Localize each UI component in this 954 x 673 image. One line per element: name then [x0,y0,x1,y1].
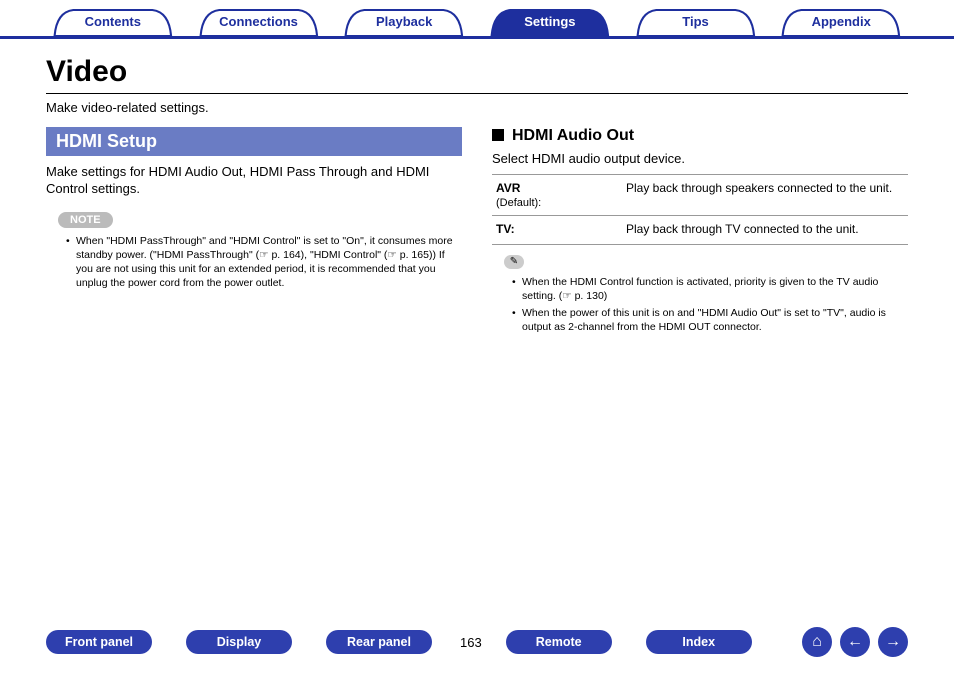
tab-contents[interactable]: Contents [40,8,186,36]
left-column: HDMI Setup Make settings for HDMI Audio … [46,127,462,337]
prev-button[interactable]: ← [840,627,870,657]
note-item: When "HDMI PassThrough" and "HDMI Contro… [66,234,462,291]
rear-panel-button[interactable]: Rear panel [326,630,432,654]
hdmi-setup-bar: HDMI Setup [46,127,462,156]
page-body: Video Make video-related settings. HDMI … [0,39,954,337]
note-list: When "HDMI PassThrough" and "HDMI Contro… [46,234,462,291]
next-button[interactable]: → [878,627,908,657]
front-panel-button[interactable]: Front panel [46,630,152,654]
hdmi-audio-out-heading: HDMI Audio Out [492,127,908,145]
hdmi-setup-desc: Make settings for HDMI Audio Out, HDMI P… [46,164,462,198]
heading-text: HDMI Audio Out [512,127,634,144]
page-number: 163 [460,635,482,650]
note-badge: NOTE [58,212,113,228]
option-row: TV:Play back through TV connected to the… [492,216,908,245]
bottom-bar: Front panel Display Rear panel 163 Remote I… [0,627,954,657]
index-button[interactable]: Index [646,630,752,654]
options-table: AVR(Default):Play back through speakers … [492,174,908,245]
tab-tips[interactable]: Tips [623,8,769,36]
tip-icon: ✎ [504,255,524,269]
tab-appendix[interactable]: Appendix [768,8,914,36]
hdmi-audio-out-intro: Select HDMI audio output device. [492,151,908,166]
option-key: TV: [496,222,626,238]
option-row: AVR(Default):Play back through speakers … [492,175,908,216]
option-key: AVR(Default): [496,181,626,209]
page-intro: Make video-related settings. [46,100,908,115]
display-button[interactable]: Display [186,630,292,654]
columns: HDMI Setup Make settings for HDMI Audio … [46,127,908,337]
page-title: Video [46,55,908,89]
home-button[interactable]: ⌂ [802,627,832,657]
remote-button[interactable]: Remote [506,630,612,654]
square-bullet-icon [492,129,504,141]
tip-item: When the power of this unit is on and "H… [512,306,908,334]
tab-settings[interactable]: Settings [477,8,623,36]
tip-list: When the HDMI Control function is activa… [492,275,908,335]
tab-connections[interactable]: Connections [186,8,332,36]
top-tabs: ContentsConnectionsPlaybackSettingsTipsA… [0,0,954,39]
tab-playback[interactable]: Playback [331,8,477,36]
tip-item: When the HDMI Control function is activa… [512,275,908,303]
title-rule [46,93,908,94]
right-column: HDMI Audio Out Select HDMI audio output … [492,127,908,337]
option-value: Play back through speakers connected to … [626,181,904,209]
option-value: Play back through TV connected to the un… [626,222,904,238]
